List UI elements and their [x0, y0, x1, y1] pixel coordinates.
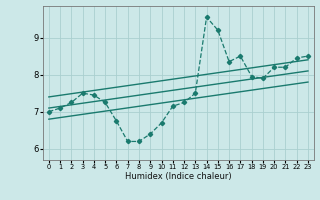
X-axis label: Humidex (Indice chaleur): Humidex (Indice chaleur) — [125, 172, 232, 181]
